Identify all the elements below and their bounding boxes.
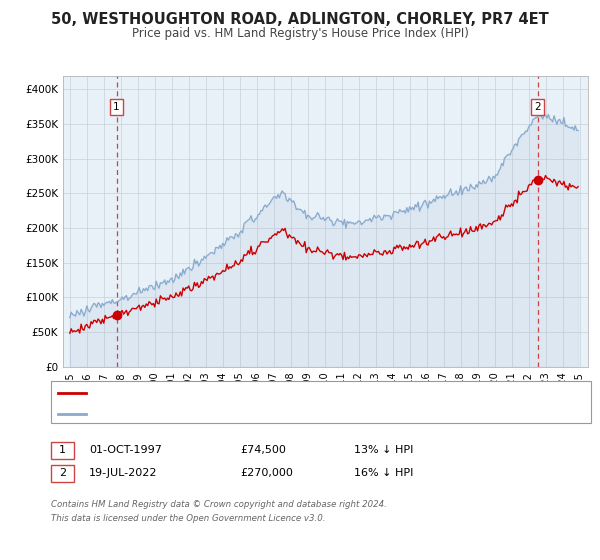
Text: 01-OCT-1997: 01-OCT-1997: [89, 445, 161, 455]
Text: 1: 1: [113, 102, 120, 112]
Text: Price paid vs. HM Land Registry's House Price Index (HPI): Price paid vs. HM Land Registry's House …: [131, 27, 469, 40]
Text: 50, WESTHOUGHTON ROAD, ADLINGTON, CHORLEY, PR7 4ET (detached house): 50, WESTHOUGHTON ROAD, ADLINGTON, CHORLE…: [92, 388, 480, 398]
Text: HPI: Average price, detached house, Chorley: HPI: Average price, detached house, Chor…: [92, 409, 310, 418]
Text: This data is licensed under the Open Government Licence v3.0.: This data is licensed under the Open Gov…: [51, 514, 325, 522]
Text: £74,500: £74,500: [240, 445, 286, 455]
Text: 50, WESTHOUGHTON ROAD, ADLINGTON, CHORLEY, PR7 4ET: 50, WESTHOUGHTON ROAD, ADLINGTON, CHORLE…: [51, 12, 549, 27]
Text: 19-JUL-2022: 19-JUL-2022: [89, 468, 157, 478]
Text: 1: 1: [59, 445, 66, 455]
Text: £270,000: £270,000: [240, 468, 293, 478]
Text: 2: 2: [535, 102, 541, 112]
Text: Contains HM Land Registry data © Crown copyright and database right 2024.: Contains HM Land Registry data © Crown c…: [51, 500, 387, 508]
Text: 13% ↓ HPI: 13% ↓ HPI: [354, 445, 413, 455]
Text: 16% ↓ HPI: 16% ↓ HPI: [354, 468, 413, 478]
Text: 2: 2: [59, 468, 66, 478]
